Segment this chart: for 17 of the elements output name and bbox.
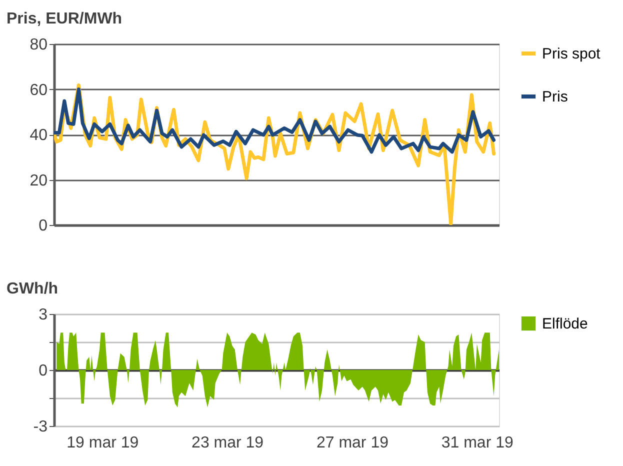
y-tick-label: 60 xyxy=(30,82,48,99)
x-tick-label: 19 mar 19 xyxy=(66,434,139,452)
legend-label: Pris spot xyxy=(542,46,602,62)
y-tick-label: 80 xyxy=(30,36,48,54)
y-tick-label: 40 xyxy=(30,127,48,144)
y-axis-title: Pris, EUR/MWh xyxy=(6,10,122,28)
y-tick-label: -3 xyxy=(33,418,48,436)
legend-label: Pris xyxy=(542,88,568,106)
y-tick-label: 0 xyxy=(38,362,48,380)
x-tick-label: 23 mar 19 xyxy=(192,434,264,452)
y-tick-label: 3 xyxy=(38,306,48,324)
y-tick-label: 20 xyxy=(30,172,48,190)
x-tick-label: 31 mar 19 xyxy=(441,434,514,452)
legend-label: Elflöde xyxy=(542,316,588,332)
x-tick-label: 27 mar 19 xyxy=(316,434,389,452)
y-tick-label: 0 xyxy=(38,218,48,234)
y-axis-title: GWh/h xyxy=(6,280,58,298)
